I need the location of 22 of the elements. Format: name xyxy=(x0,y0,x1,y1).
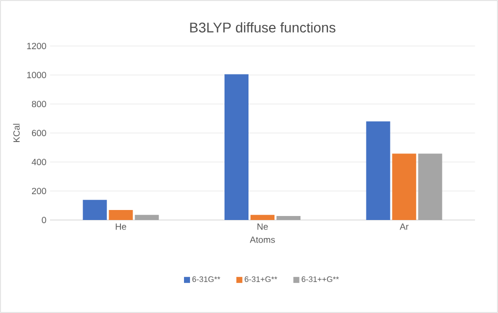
x-tick-label: Ne xyxy=(258,224,268,230)
bar xyxy=(392,154,416,220)
bar xyxy=(108,210,133,220)
x-axis-title: Atoms xyxy=(250,236,275,243)
bar xyxy=(224,74,249,220)
y-tick-label: 1200 xyxy=(27,42,46,50)
chart-title: B3LYP diffuse functions xyxy=(190,22,336,33)
bar xyxy=(276,216,300,220)
x-tick-label: Ar xyxy=(400,224,409,230)
x-tick-label: He xyxy=(116,224,126,230)
y-tick-label: 200 xyxy=(32,188,46,194)
y-axis-title: KCal xyxy=(13,124,20,142)
bar xyxy=(134,214,159,220)
y-tick-label: 400 xyxy=(32,158,46,166)
y-tick-label: 0 xyxy=(42,216,46,224)
bar xyxy=(82,200,107,220)
y-tick-label: 600 xyxy=(32,130,46,136)
y-tick-label: 1000 xyxy=(27,72,46,78)
bar xyxy=(366,121,390,220)
y-tick-label: 800 xyxy=(32,100,46,108)
bar xyxy=(418,154,442,220)
bar xyxy=(250,214,274,220)
